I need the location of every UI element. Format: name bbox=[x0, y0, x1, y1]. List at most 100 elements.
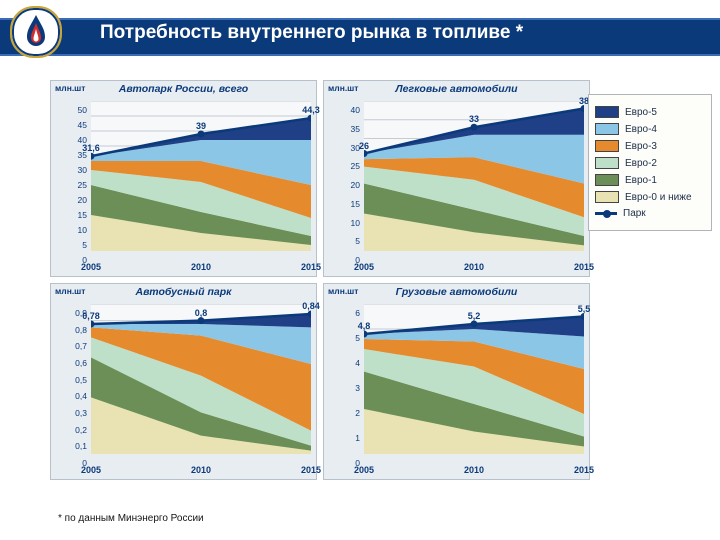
chart-title: Автопарк России, всего bbox=[51, 83, 316, 95]
park-point bbox=[198, 131, 205, 138]
x-tick: 2015 bbox=[301, 465, 321, 475]
x-tick: 2005 bbox=[354, 465, 374, 475]
park-label: 44,3 bbox=[302, 105, 320, 115]
y-tick: 4 bbox=[324, 358, 360, 368]
y-tick: 0,3 bbox=[51, 408, 87, 418]
legend-item-euro2: Евро-2 bbox=[595, 157, 705, 169]
park-point bbox=[471, 124, 478, 131]
x-tick: 2005 bbox=[81, 262, 101, 272]
park-label: 5,2 bbox=[468, 311, 481, 321]
legend-label: Евро-3 bbox=[625, 141, 657, 152]
legend-swatch-euro2 bbox=[595, 157, 619, 169]
plot-area: 263338 bbox=[364, 101, 584, 251]
y-tick: 3 bbox=[324, 383, 360, 393]
y-tick: 0,1 bbox=[51, 441, 87, 451]
legend-label: Евро-5 bbox=[625, 107, 657, 118]
plot-area: 31,63944,3 bbox=[91, 101, 311, 251]
y-tick: 15 bbox=[51, 210, 87, 220]
flame-icon bbox=[21, 13, 51, 51]
y-tick: 50 bbox=[51, 105, 87, 115]
legend-swatch-euro4 bbox=[595, 123, 619, 135]
y-tick: 1 bbox=[324, 433, 360, 443]
legend-label: Евро-4 bbox=[625, 124, 657, 135]
park-label: 4,8 bbox=[358, 321, 371, 331]
y-tick: 0,8 bbox=[51, 325, 87, 335]
y-tick: 0,5 bbox=[51, 375, 87, 385]
y-tick: 0,6 bbox=[51, 358, 87, 368]
park-point bbox=[471, 321, 478, 328]
park-label: 5,5 bbox=[578, 304, 591, 314]
legend-item-euro1: Евро-1 bbox=[595, 174, 705, 186]
y-tick: 2 bbox=[324, 408, 360, 418]
park-label: 26 bbox=[359, 141, 369, 151]
park-label: 39 bbox=[196, 121, 206, 131]
y-tick: 40 bbox=[324, 105, 360, 115]
legend: Евро-5 Евро-4 Евро-3 Евро-2 Евро-1 Евро-0 и н… bbox=[588, 94, 712, 231]
y-tick: 25 bbox=[51, 180, 87, 190]
charts-grid: млн.штАвтопарк России, всего31,63944,305… bbox=[50, 80, 590, 480]
legend-item-euro4: Евро-4 bbox=[595, 123, 705, 135]
x-tick: 2015 bbox=[301, 262, 321, 272]
chart-svg bbox=[364, 304, 584, 454]
page-title: Потребность внутреннего рынка в топливе … bbox=[100, 22, 523, 44]
legend-label: Евро-2 bbox=[625, 158, 657, 169]
legend-label: Евро-0 и ниже bbox=[625, 192, 692, 203]
legend-swatch-euro3 bbox=[595, 140, 619, 152]
x-tick: 2010 bbox=[464, 262, 484, 272]
legend-line-icon bbox=[595, 212, 617, 215]
y-tick: 35 bbox=[51, 150, 87, 160]
y-tick: 5 bbox=[324, 236, 360, 246]
park-label: 0,8 bbox=[195, 308, 208, 318]
y-tick: 20 bbox=[51, 195, 87, 205]
legend-item-euro5: Евро-5 bbox=[595, 106, 705, 118]
legend-swatch-euro5 bbox=[595, 106, 619, 118]
chart-svg bbox=[91, 304, 311, 454]
footnote: * по данным Минэнерго России bbox=[58, 513, 204, 524]
chart-panel-1: млн.штЛегковые автомобили263338051015202… bbox=[323, 80, 590, 277]
y-tick: 40 bbox=[51, 135, 87, 145]
y-tick: 5 bbox=[324, 333, 360, 343]
y-tick: 5 bbox=[51, 240, 87, 250]
y-tick: 10 bbox=[51, 225, 87, 235]
legend-label: Евро-1 bbox=[625, 175, 657, 186]
y-tick: 10 bbox=[324, 218, 360, 228]
y-tick: 20 bbox=[324, 180, 360, 190]
x-tick: 2010 bbox=[191, 465, 211, 475]
y-tick: 0,7 bbox=[51, 341, 87, 351]
chart-panel-2: млн.штАвтобусный парк0,780,80,8400,10,20… bbox=[50, 283, 317, 480]
x-tick: 2015 bbox=[574, 465, 594, 475]
y-tick: 45 bbox=[51, 120, 87, 130]
park-label: 33 bbox=[469, 114, 479, 124]
chart-title: Автобусный парк bbox=[51, 286, 316, 298]
y-tick: 25 bbox=[324, 161, 360, 171]
chart-panel-3: млн.штГрузовые автомобили4,85,25,5012345… bbox=[323, 283, 590, 480]
x-tick: 2010 bbox=[464, 465, 484, 475]
plot-area: 4,85,25,5 bbox=[364, 304, 584, 454]
x-tick: 2010 bbox=[191, 262, 211, 272]
y-tick: 30 bbox=[51, 165, 87, 175]
y-tick: 0,2 bbox=[51, 425, 87, 435]
y-tick: 6 bbox=[324, 308, 360, 318]
plot-area: 0,780,80,84 bbox=[91, 304, 311, 454]
x-tick: 2005 bbox=[354, 262, 374, 272]
legend-item-euro3: Евро-3 bbox=[595, 140, 705, 152]
y-tick: 0,9 bbox=[51, 308, 87, 318]
chart-title: Грузовые автомобили bbox=[324, 286, 589, 298]
legend-item-euro0: Евро-0 и ниже bbox=[595, 191, 705, 203]
chart-panel-0: млн.штАвтопарк России, всего31,63944,305… bbox=[50, 80, 317, 277]
chart-title: Легковые автомобили bbox=[324, 83, 589, 95]
park-label: 0,84 bbox=[302, 301, 320, 311]
y-tick: 35 bbox=[324, 124, 360, 134]
logo bbox=[10, 6, 62, 58]
x-tick: 2005 bbox=[81, 465, 101, 475]
legend-swatch-euro1 bbox=[595, 174, 619, 186]
header: Потребность внутреннего рынка в топливе … bbox=[0, 0, 720, 68]
y-tick: 15 bbox=[324, 199, 360, 209]
legend-item-park: Парк bbox=[595, 208, 705, 219]
park-point bbox=[198, 317, 205, 324]
legend-swatch-euro0 bbox=[595, 191, 619, 203]
x-tick: 2015 bbox=[574, 262, 594, 272]
y-tick: 0,4 bbox=[51, 391, 87, 401]
legend-label: Парк bbox=[623, 208, 646, 219]
y-tick: 30 bbox=[324, 143, 360, 153]
